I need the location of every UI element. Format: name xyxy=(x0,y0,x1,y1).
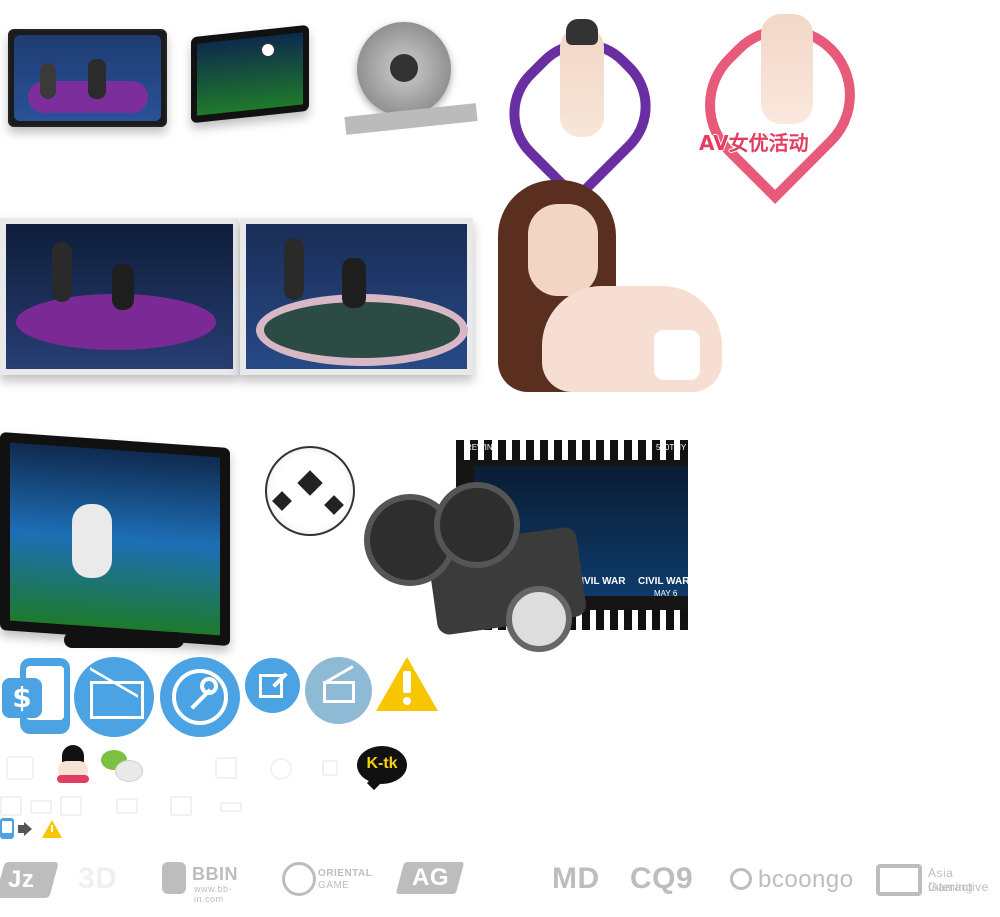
ghost-icon xyxy=(215,757,237,779)
soccer-ball-icon xyxy=(261,43,275,57)
brand-logo-oriental-game[interactable]: ORIENTAL GAME xyxy=(282,862,378,898)
live-casino-thumb[interactable] xyxy=(8,29,167,127)
brand-logo-cq9[interactable]: CQ9 xyxy=(630,862,694,895)
film-reel-icon[interactable] xyxy=(344,14,478,136)
wechat-icon[interactable] xyxy=(101,750,144,782)
mail-open-icon[interactable] xyxy=(305,657,372,724)
brand-logo-jz[interactable]: Jz xyxy=(0,860,59,900)
brand-logo-3d[interactable]: 3D xyxy=(78,862,118,895)
warning-icon[interactable] xyxy=(376,657,438,714)
casino-table-thumb[interactable] xyxy=(240,218,473,375)
sports-tv-thumb[interactable] xyxy=(191,23,309,124)
qq-icon[interactable] xyxy=(55,745,91,785)
dealer-figure xyxy=(284,238,304,300)
dealer-figure xyxy=(40,63,56,99)
film-title: CIVIL WAR xyxy=(574,576,626,587)
film-fps-label: 500TMY xyxy=(656,443,687,452)
dealer-figure xyxy=(342,258,366,308)
brand-logo-ag[interactable]: AG xyxy=(395,862,500,896)
camera-icon xyxy=(356,482,606,654)
warning-icon[interactable] xyxy=(42,820,62,838)
hostess-image xyxy=(472,176,726,402)
mobile-deposit-icon[interactable]: $ xyxy=(2,658,70,734)
email-icon[interactable] xyxy=(74,657,154,737)
dealer-figure xyxy=(88,59,106,99)
brand-logo-booongo[interactable]: bcoongo xyxy=(730,864,853,896)
player-figure xyxy=(72,504,112,578)
ghost-icon xyxy=(270,758,292,780)
monitor-stand xyxy=(64,632,184,648)
sports-monitor[interactable] xyxy=(0,431,230,652)
dealer-figure xyxy=(112,264,134,310)
bunny-girl-thumb[interactable] xyxy=(484,14,676,206)
key-icon[interactable] xyxy=(160,657,240,737)
av-actress-thumb[interactable]: AV女优活动 xyxy=(676,0,884,204)
speaker-icon[interactable] xyxy=(18,820,36,838)
film-subtitle: MAY 6 xyxy=(654,589,678,598)
ghost-icon xyxy=(322,760,338,776)
ghost-icon xyxy=(6,756,34,780)
brand-logo-md[interactable]: MD xyxy=(552,862,600,895)
kik-label: K-tk xyxy=(366,755,398,772)
soccer-ball-icon xyxy=(265,446,355,536)
brand-logo-bbin[interactable]: BBIN www.bb-in.com xyxy=(162,862,256,904)
film-title: CIVIL WAR xyxy=(638,576,690,587)
ghost-icon-row xyxy=(0,796,242,816)
casino-table-thumb[interactable] xyxy=(0,218,239,375)
av-event-label: AV女优活动 xyxy=(699,131,809,155)
kik-icon[interactable]: K-tk xyxy=(357,746,407,791)
dealer-figure xyxy=(52,242,72,302)
film-rewind-label: REWIND xyxy=(466,443,499,452)
brand-logo-asia-gaming[interactable]: Asia Gaming Interactive xyxy=(876,860,1000,898)
edit-icon[interactable] xyxy=(245,658,300,713)
mobile-icon[interactable] xyxy=(0,818,14,839)
